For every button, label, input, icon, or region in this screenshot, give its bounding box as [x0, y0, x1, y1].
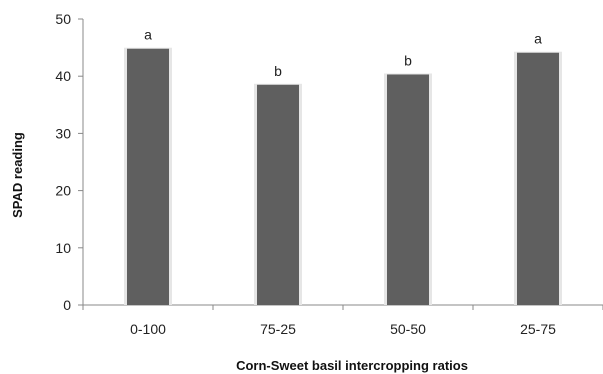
bar-25-75	[517, 52, 559, 305]
significance-letter: a	[144, 27, 152, 43]
bars	[124, 47, 562, 306]
significance-letter: b	[404, 52, 412, 68]
y-tick-label: 20	[55, 183, 71, 199]
bar-50-50	[387, 74, 429, 305]
significance-letter: a	[534, 31, 542, 47]
x-axis-title: Corn-Sweet basil intercropping ratios	[236, 358, 468, 373]
x-tick-label: 50-50	[390, 321, 426, 337]
x-tick-label: 75-25	[260, 321, 296, 337]
bar-75-25	[257, 84, 299, 305]
x-tick-label: 25-75	[520, 321, 556, 337]
x-tick-label: 0-100	[130, 321, 166, 337]
significance-labels: a b b a	[144, 27, 542, 79]
y-axis-title: SPAD reading	[10, 132, 25, 218]
x-axis: 0-100 75-25 50-50 25-75	[82, 304, 603, 337]
y-tick-label: 10	[55, 240, 71, 256]
y-tick-label: 30	[55, 125, 71, 141]
y-tick-label: 0	[63, 297, 71, 313]
y-axis: 0 10 20 30 40 50	[55, 11, 84, 313]
significance-letter: b	[274, 63, 282, 79]
y-tick-label: 50	[55, 11, 71, 27]
bar-0-100	[127, 48, 169, 306]
y-tick-label: 40	[55, 68, 71, 84]
